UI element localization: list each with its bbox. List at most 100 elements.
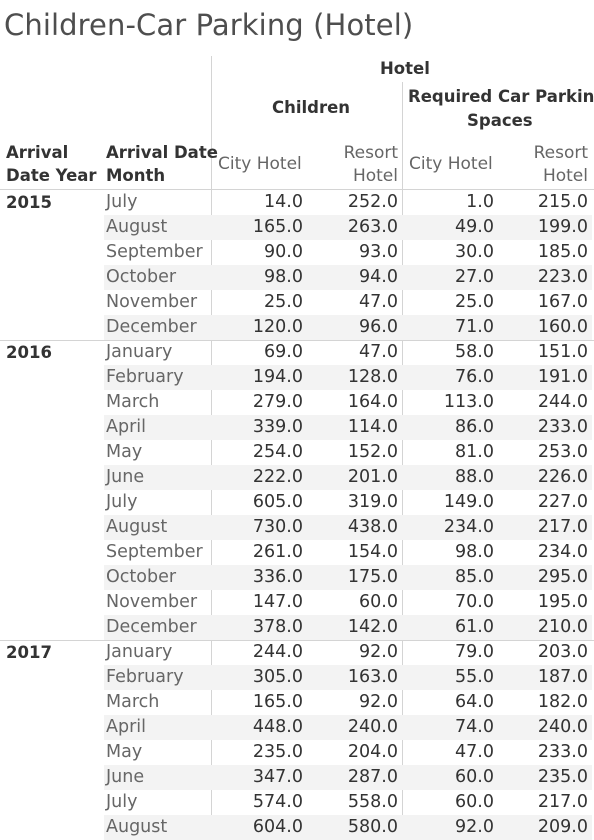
table-cell-value: 240.0	[347, 717, 398, 737]
table-cell-value: 47.0	[359, 342, 398, 362]
table-cell-value: 88.0	[455, 467, 494, 487]
table-cell-value: 558.0	[347, 792, 398, 812]
table-cell-value: 287.0	[347, 767, 398, 787]
table-cell-value: 199.0	[537, 217, 588, 237]
table-cell-value: 92.0	[359, 692, 398, 712]
group-separator	[0, 640, 594, 641]
month-label: August	[106, 817, 168, 837]
year-label: 2015	[6, 193, 52, 212]
month-label: April	[106, 417, 146, 437]
page-title: Children-Car Parking (Hotel)	[4, 8, 414, 42]
table-cell-value: 92.0	[359, 642, 398, 662]
row-band	[104, 715, 592, 740]
subheader-children-city-hotel: City Hotel	[218, 154, 302, 174]
month-label: August	[106, 517, 168, 537]
month-label: May	[106, 742, 143, 762]
table-cell-value: 93.0	[359, 242, 398, 262]
table-cell-value: 69.0	[264, 342, 303, 362]
table-cell-value: 92.0	[455, 817, 494, 837]
table-cell-value: 114.0	[347, 417, 398, 437]
month-label: February	[106, 667, 184, 687]
table-cell-value: 217.0	[537, 792, 588, 812]
table-cell-value: 60.0	[359, 592, 398, 612]
table-cell-value: 244.0	[537, 392, 588, 412]
table-cell-value: 226.0	[537, 467, 588, 487]
table-cell-value: 47.0	[455, 742, 494, 762]
table-cell-value: 27.0	[455, 267, 494, 287]
table-cell-value: 182.0	[537, 692, 588, 712]
table-cell-value: 580.0	[347, 817, 398, 837]
month-label: November	[106, 292, 198, 312]
table-cell-value: 165.0	[252, 217, 303, 237]
table-cell-value: 167.0	[537, 292, 588, 312]
table-cell-value: 204.0	[347, 742, 398, 762]
table-cell-value: 98.0	[264, 267, 303, 287]
table-cell-value: 61.0	[455, 617, 494, 637]
table-cell-value: 261.0	[252, 542, 303, 562]
table-cell-value: 319.0	[347, 492, 398, 512]
month-label: April	[106, 717, 146, 737]
year-label: 2016	[6, 343, 52, 362]
table-cell-value: 1.0	[466, 192, 494, 212]
column-divider	[211, 340, 212, 640]
month-label: July	[106, 792, 138, 812]
month-label: December	[106, 617, 197, 637]
month-label: November	[106, 592, 198, 612]
table-cell-value: 85.0	[455, 567, 494, 587]
year-label: 2017	[6, 643, 52, 662]
table-cell-value: 60.0	[455, 792, 494, 812]
header-arrival-month-line1: Arrival Date	[106, 143, 218, 162]
header-divider-hotel-left	[211, 56, 212, 190]
month-label: January	[106, 642, 173, 662]
table-cell-value: 254.0	[252, 442, 303, 462]
table-cell-value: 210.0	[537, 617, 588, 637]
month-label: June	[106, 467, 145, 487]
month-label: February	[106, 367, 184, 387]
table-cell-value: 203.0	[537, 642, 588, 662]
table-cell-value: 605.0	[252, 492, 303, 512]
row-band	[104, 815, 592, 840]
table-cell-value: 227.0	[537, 492, 588, 512]
table-cell-value: 96.0	[359, 317, 398, 337]
header-arrival-year-line2: Date Year	[6, 166, 97, 185]
table-cell-value: 154.0	[347, 542, 398, 562]
month-label: September	[106, 242, 203, 262]
table-cell-value: 217.0	[537, 517, 588, 537]
table-cell-value: 195.0	[537, 592, 588, 612]
table-cell-value: 263.0	[347, 217, 398, 237]
table-cell-value: 79.0	[455, 642, 494, 662]
table-cell-value: 209.0	[537, 817, 588, 837]
row-band	[104, 315, 592, 340]
table-cell-value: 339.0	[252, 417, 303, 437]
row-band	[104, 465, 592, 490]
table-cell-value: 336.0	[252, 567, 303, 587]
table-cell-value: 98.0	[455, 542, 494, 562]
header-children: Children	[272, 98, 351, 117]
table-cell-value: 253.0	[537, 442, 588, 462]
header-bottom-rule	[0, 189, 594, 190]
table-cell-value: 240.0	[537, 717, 588, 737]
table-cell-value: 113.0	[443, 392, 494, 412]
row-band	[104, 565, 592, 590]
table-cell-value: 76.0	[455, 367, 494, 387]
table-cell-value: 147.0	[252, 592, 303, 612]
group-separator	[0, 340, 594, 341]
table-cell-value: 448.0	[252, 717, 303, 737]
table-cell-value: 191.0	[537, 367, 588, 387]
header-arrival-month-line2: Month	[106, 166, 166, 185]
table-cell-value: 194.0	[252, 367, 303, 387]
row-band	[104, 665, 592, 690]
header-divider-measure	[402, 82, 403, 190]
month-label: June	[106, 767, 145, 787]
header-required-parking-line2: Spaces	[467, 111, 533, 130]
column-divider	[211, 640, 212, 840]
month-label: October	[106, 567, 177, 587]
table-cell-value: 64.0	[455, 692, 494, 712]
table-cell-value: 164.0	[347, 392, 398, 412]
column-divider	[402, 340, 403, 640]
row-band	[104, 615, 592, 640]
month-label: January	[106, 342, 173, 362]
table-cell-value: 185.0	[537, 242, 588, 262]
month-label: August	[106, 217, 168, 237]
table-cell-value: 295.0	[537, 567, 588, 587]
